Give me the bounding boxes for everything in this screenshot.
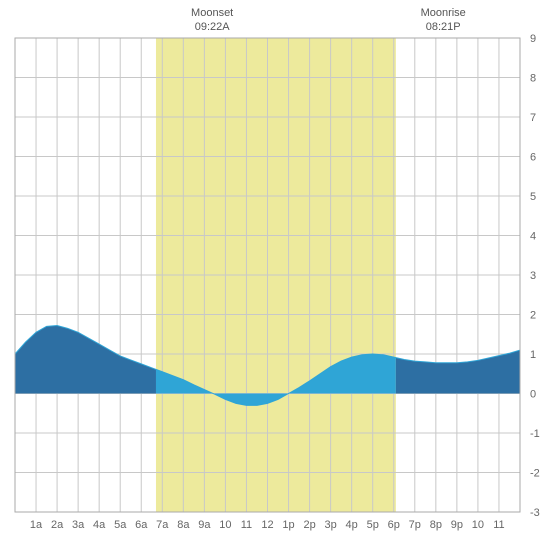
moonset-time: 09:22A: [182, 20, 242, 34]
svg-text:5a: 5a: [114, 519, 127, 531]
moonrise-time: 08:21P: [413, 20, 473, 34]
svg-text:2: 2: [530, 310, 536, 322]
svg-text:4: 4: [530, 231, 536, 243]
svg-text:-1: -1: [530, 428, 540, 440]
svg-text:8a: 8a: [177, 519, 190, 531]
moonrise-title: Moonrise: [413, 6, 473, 20]
svg-text:7: 7: [530, 112, 536, 124]
svg-text:8: 8: [530, 73, 536, 85]
svg-text:7a: 7a: [156, 519, 169, 531]
chart-svg: 1a2a3a4a5a6a7a8a9a1011121p2p3p4p5p6p7p8p…: [0, 0, 550, 550]
moonrise-annotation: Moonrise 08:21P: [413, 6, 473, 35]
svg-text:-3: -3: [530, 507, 540, 519]
svg-text:10: 10: [219, 519, 231, 531]
svg-text:5: 5: [530, 191, 536, 203]
tide-chart: 1a2a3a4a5a6a7a8a9a1011121p2p3p4p5p6p7p8p…: [0, 0, 550, 550]
svg-text:9p: 9p: [451, 519, 463, 531]
svg-text:2p: 2p: [303, 519, 315, 531]
svg-text:3: 3: [530, 270, 536, 282]
svg-text:6a: 6a: [135, 519, 148, 531]
svg-text:8p: 8p: [430, 519, 442, 531]
svg-text:4p: 4p: [346, 519, 358, 531]
svg-text:5p: 5p: [367, 519, 379, 531]
moonset-annotation: Moonset 09:22A: [182, 6, 242, 35]
moonset-title: Moonset: [182, 6, 242, 20]
svg-text:2a: 2a: [51, 519, 64, 531]
svg-text:1: 1: [530, 349, 536, 361]
svg-text:6: 6: [530, 152, 536, 164]
svg-text:11: 11: [493, 519, 504, 531]
svg-text:0: 0: [530, 389, 536, 401]
svg-text:4a: 4a: [93, 519, 106, 531]
svg-text:9a: 9a: [198, 519, 211, 531]
svg-text:10: 10: [472, 519, 484, 531]
svg-text:6p: 6p: [388, 519, 400, 531]
svg-text:1p: 1p: [282, 519, 294, 531]
svg-text:1a: 1a: [30, 519, 43, 531]
svg-text:12: 12: [261, 519, 273, 531]
svg-text:9: 9: [530, 33, 536, 45]
svg-text:7p: 7p: [409, 519, 421, 531]
svg-text:3a: 3a: [72, 519, 85, 531]
svg-text:11: 11: [241, 519, 252, 531]
svg-text:3p: 3p: [325, 519, 337, 531]
svg-text:-2: -2: [530, 468, 540, 480]
